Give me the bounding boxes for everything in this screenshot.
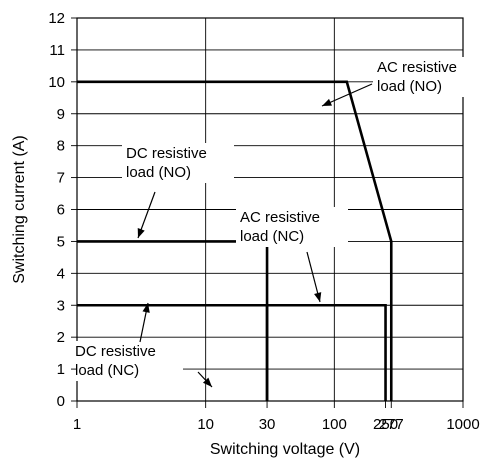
series-annotation: AC resistive load (NC)	[236, 207, 348, 303]
series-line	[77, 80, 393, 401]
y-axis-title: Switching current (A)	[11, 135, 28, 284]
annotation-background	[236, 207, 348, 247]
annotation-background	[373, 57, 485, 97]
x-tick-label: 277	[379, 416, 404, 433]
x-tick-label: 250	[373, 416, 398, 433]
y-tick-label: 3	[57, 297, 65, 314]
annotation-label: DC resistive	[126, 145, 207, 162]
annotation-label: load (NC)	[75, 362, 139, 379]
x-tick-label: 100	[322, 416, 347, 433]
x-tick-label: 1000	[446, 416, 479, 433]
annotation-label: load (NO)	[377, 78, 442, 95]
annotation-label: load (NC)	[240, 228, 304, 245]
annotation-label: DC resistive	[75, 343, 156, 360]
arrowhead	[202, 377, 212, 387]
x-axis-title: Switching voltage (V)	[210, 441, 360, 458]
series-line	[77, 303, 269, 401]
y-tick-label: 6	[57, 202, 65, 219]
series-annotation: AC resistive load (NO)	[321, 57, 485, 107]
series-layer	[77, 80, 393, 401]
annotation-label: AC resistive	[377, 59, 457, 76]
y-tick-label: 5	[57, 233, 65, 250]
y-tick-label: 9	[57, 106, 65, 123]
x-tick-label: 30	[259, 416, 276, 433]
y-tick-label: 12	[48, 10, 65, 27]
y-tick-label: 8	[57, 138, 65, 155]
arrowhead	[314, 292, 322, 302]
arrowhead	[322, 98, 332, 106]
y-tick-label: 2	[57, 329, 65, 346]
x-tick-label: 1	[73, 416, 81, 433]
y-tick-label: 0	[57, 393, 65, 410]
series-annotation: DC resistive load (NO)	[122, 143, 234, 239]
annotation-label: load (NO)	[126, 164, 191, 181]
arrowhead	[137, 228, 145, 238]
annotation-layer: AC resistive load (NO) DC resistive load (N…	[71, 57, 485, 388]
y-tick-label: 4	[57, 265, 65, 282]
annotation-background	[122, 143, 234, 183]
y-tick-label: 1	[57, 361, 65, 378]
y-tick-label: 7	[57, 170, 65, 187]
x-tick-label: 10	[197, 416, 214, 433]
arrowhead	[142, 303, 150, 313]
series-annotation: DC resistive load (NC)	[71, 302, 183, 381]
y-tick-label: 10	[48, 74, 65, 91]
y-tick-label: 11	[49, 42, 65, 59]
annotation-label: AC resistive	[240, 209, 320, 226]
annotation-background	[71, 341, 183, 381]
